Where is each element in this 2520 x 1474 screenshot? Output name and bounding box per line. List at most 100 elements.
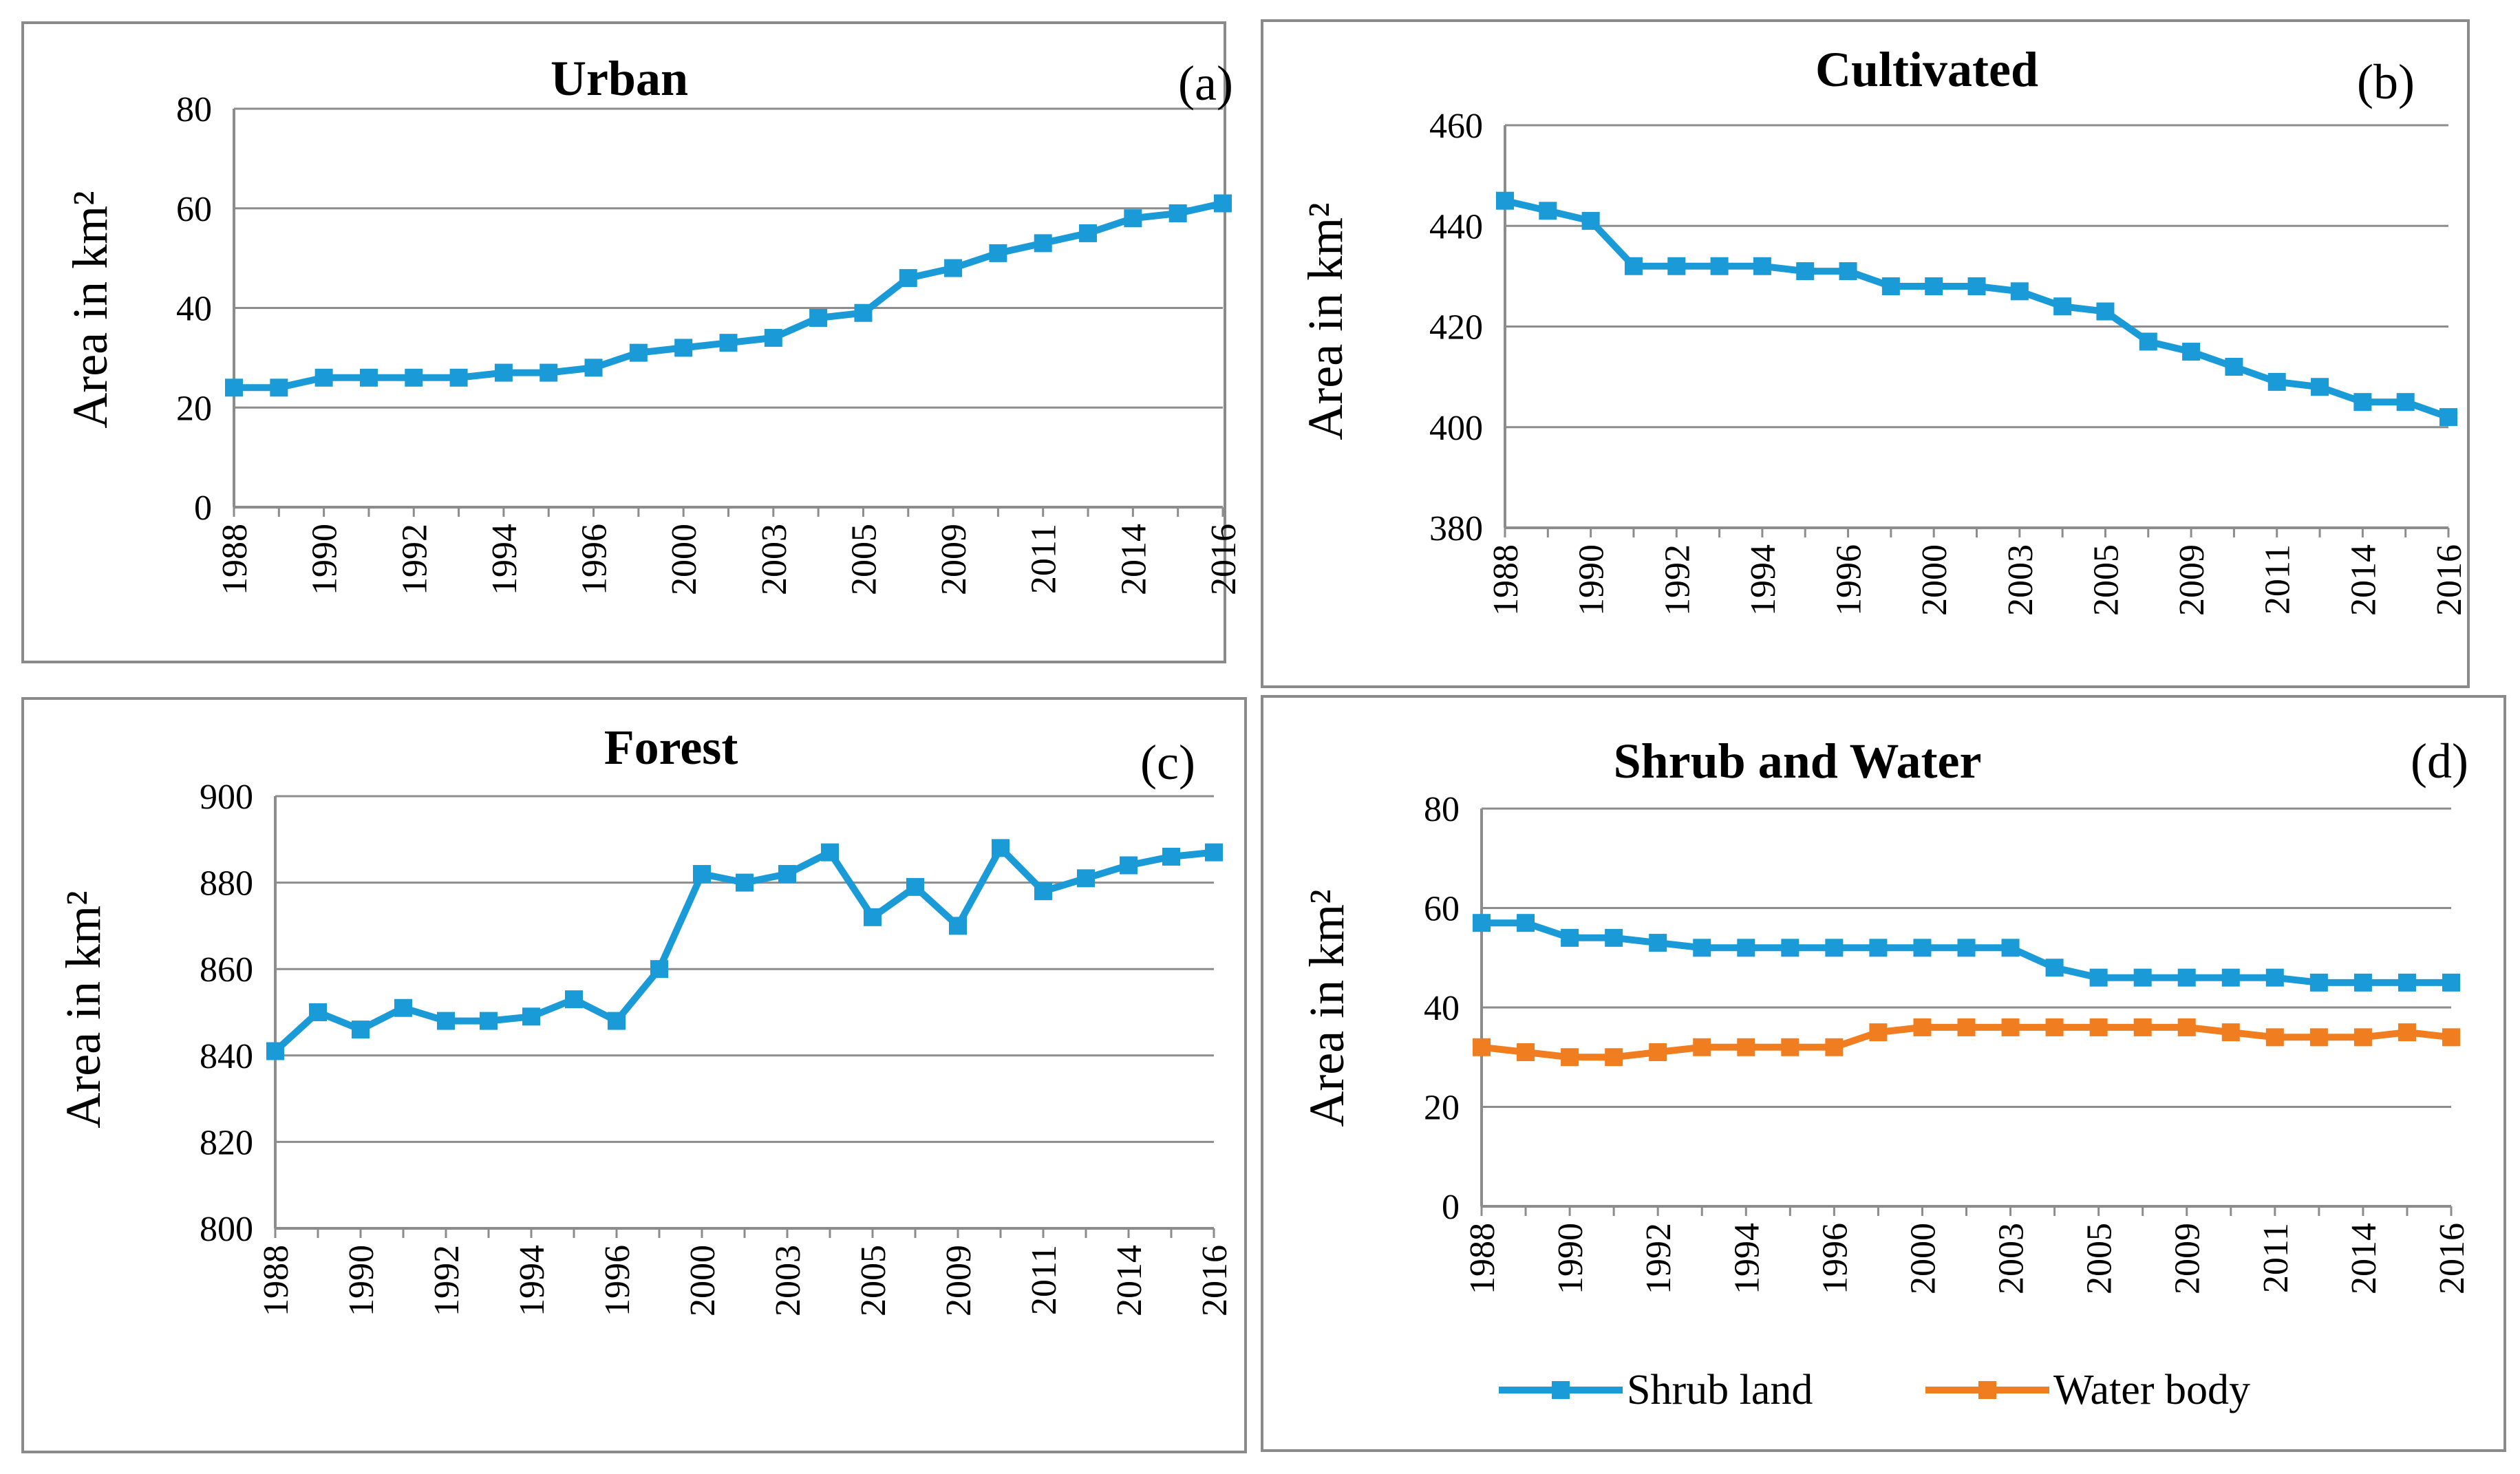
x-tick-label: 1990 bbox=[342, 1245, 381, 1316]
y-tick-label: 80 bbox=[176, 90, 212, 129]
data-point bbox=[1925, 277, 1943, 295]
data-point bbox=[944, 259, 963, 277]
x-tick-label: 1988 bbox=[1463, 1223, 1502, 1294]
chart-title: Shrub and Water bbox=[1614, 734, 1982, 789]
data-point bbox=[405, 368, 423, 387]
data-point bbox=[1605, 1048, 1623, 1067]
legend-label: Water body bbox=[2053, 1367, 2250, 1413]
data-point bbox=[1581, 211, 1600, 230]
data-point bbox=[1737, 939, 1755, 957]
chart-panel-2: 800 820 840 860 880 900 1988 1990 1992 1994 1996 20… bbox=[21, 697, 1247, 1453]
data-point bbox=[809, 308, 828, 327]
data-point bbox=[2089, 968, 2108, 987]
x-tick-label: 1990 bbox=[1572, 544, 1612, 616]
y-tick-label: 40 bbox=[176, 290, 212, 329]
data-point bbox=[2133, 1018, 2152, 1036]
data-point bbox=[1214, 194, 1232, 213]
data-point bbox=[2442, 1028, 2460, 1047]
x-tick-label: 2014 bbox=[2345, 1223, 2384, 1294]
y-tick-label: 460 bbox=[1429, 107, 1483, 146]
x-tick-label: 1992 bbox=[395, 524, 434, 595]
x-tick-label: 1994 bbox=[485, 524, 524, 595]
data-point bbox=[864, 908, 882, 926]
data-point bbox=[989, 244, 1007, 262]
data-point bbox=[719, 334, 738, 352]
x-tick-label: 2005 bbox=[854, 1245, 893, 1316]
chart-panel-3: 0 20 40 60 80 1988 1990 1992 1994 1996 2000 2003 200… bbox=[1261, 695, 2506, 1452]
data-point bbox=[2001, 939, 2020, 957]
data-point bbox=[2265, 968, 2284, 987]
chart-title: Forest bbox=[604, 720, 738, 775]
data-point bbox=[2010, 282, 2029, 301]
data-point bbox=[1649, 934, 1667, 952]
data-point bbox=[1753, 257, 1771, 275]
y-tick-label: 820 bbox=[200, 1123, 253, 1162]
chart-panel-1: 380 400 420 440 460 1988 1990 1992 1994 1996 2000 2… bbox=[1261, 19, 2470, 688]
legend-marker bbox=[1552, 1381, 1570, 1399]
x-tick-label: 2011 bbox=[2256, 1223, 2296, 1293]
data-point bbox=[584, 359, 603, 377]
x-tick-label: 1996 bbox=[598, 1245, 637, 1316]
y-tick-label: 800 bbox=[200, 1210, 253, 1249]
data-point bbox=[1561, 928, 1579, 947]
y-tick-label: 0 bbox=[1442, 1188, 1460, 1227]
data-point bbox=[2177, 968, 2196, 987]
data-point bbox=[629, 343, 648, 362]
x-tick-label: 2000 bbox=[1903, 1223, 1943, 1294]
x-tick-label: 1988 bbox=[215, 524, 255, 595]
data-point bbox=[1517, 1043, 1535, 1062]
data-point bbox=[764, 328, 782, 347]
x-tick-label: 2000 bbox=[683, 1245, 723, 1316]
data-point bbox=[1967, 277, 1986, 295]
data-point bbox=[2096, 302, 2115, 321]
panel-frame bbox=[21, 697, 1247, 1453]
data-point bbox=[314, 368, 333, 387]
x-tick-label: 1992 bbox=[1658, 544, 1697, 616]
data-point bbox=[1561, 1048, 1579, 1067]
y-tick-label: 40 bbox=[1424, 989, 1460, 1028]
data-point bbox=[2309, 1028, 2328, 1047]
data-point bbox=[2221, 968, 2240, 987]
x-tick-label: 1992 bbox=[427, 1245, 467, 1316]
data-point bbox=[2053, 297, 2072, 316]
x-tick-label: 2016 bbox=[2433, 1223, 2472, 1294]
data-point bbox=[1120, 856, 1138, 875]
data-point bbox=[225, 378, 243, 397]
x-tick-label: 1990 bbox=[1551, 1223, 1590, 1294]
data-point bbox=[992, 839, 1010, 857]
data-point bbox=[309, 1003, 327, 1021]
x-tick-label: 2005 bbox=[2080, 1223, 2119, 1294]
data-point bbox=[266, 1042, 284, 1060]
data-point bbox=[1624, 257, 1643, 275]
data-point bbox=[1781, 939, 1800, 957]
data-point bbox=[736, 873, 754, 892]
data-point bbox=[2442, 973, 2460, 992]
data-point bbox=[480, 1012, 498, 1030]
x-tick-label: 1996 bbox=[1815, 1223, 1855, 1294]
data-point bbox=[821, 843, 839, 862]
data-point bbox=[1649, 1043, 1667, 1062]
y-tick-label: 0 bbox=[194, 489, 212, 528]
panel-letter: (b) bbox=[2357, 54, 2415, 109]
data-point bbox=[1162, 847, 1180, 866]
data-point bbox=[1710, 257, 1729, 275]
data-point bbox=[522, 1007, 540, 1026]
x-tick-label: 2016 bbox=[1204, 524, 1243, 595]
y-tick-label: 860 bbox=[200, 950, 253, 990]
y-tick-label: 440 bbox=[1429, 207, 1483, 246]
chart-title: Cultivated bbox=[1815, 42, 2038, 97]
x-tick-label: 2000 bbox=[665, 524, 704, 595]
data-point bbox=[650, 960, 668, 979]
x-tick-label: 1988 bbox=[1486, 544, 1526, 616]
x-tick-label: 1992 bbox=[1639, 1223, 1678, 1294]
data-point bbox=[2353, 393, 2372, 412]
y-tick-label: 840 bbox=[200, 1037, 253, 1076]
y-tick-label: 400 bbox=[1429, 409, 1483, 448]
data-point bbox=[540, 363, 558, 382]
data-point bbox=[1781, 1038, 1800, 1056]
y-tick-label: 60 bbox=[1424, 890, 1460, 929]
x-tick-label: 2009 bbox=[935, 524, 974, 595]
data-point bbox=[1693, 1038, 1711, 1056]
y-axis-label: Area in km² bbox=[63, 191, 118, 428]
x-tick-label: 2011 bbox=[1025, 524, 1064, 594]
